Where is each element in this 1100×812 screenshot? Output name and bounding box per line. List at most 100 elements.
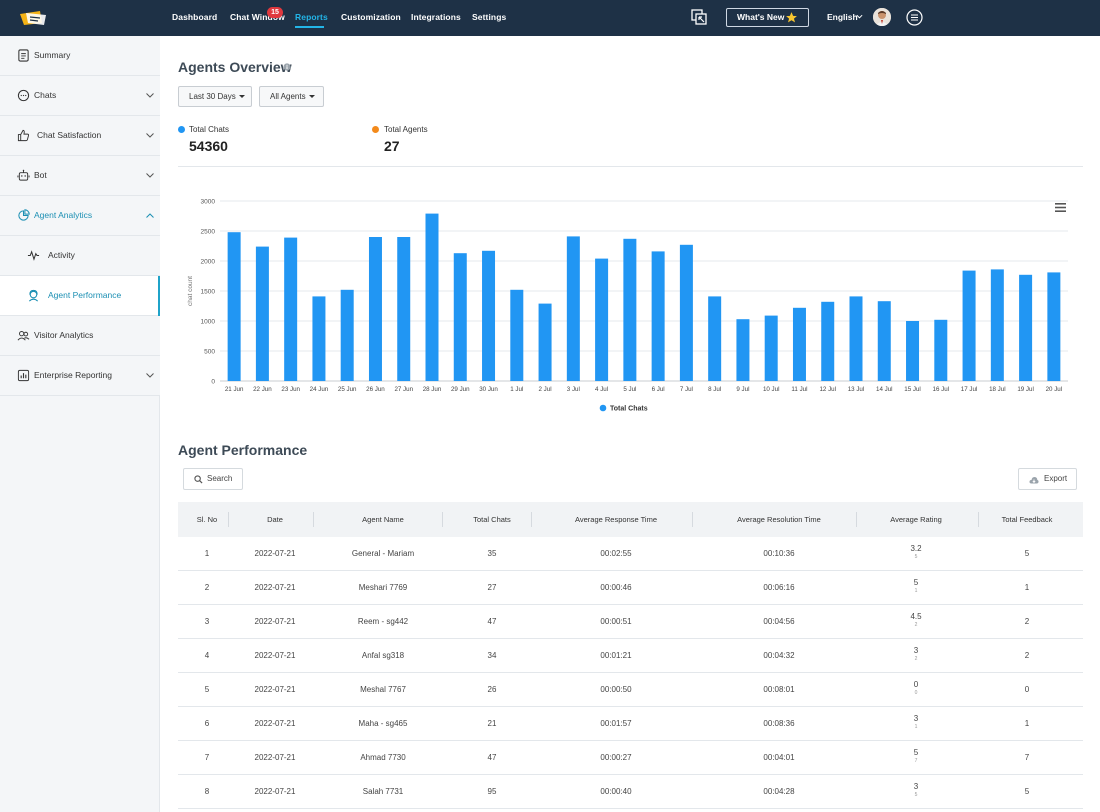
table-row[interactable]: 3 2022-07-21 Reem - sg442 47 00:00:51 00:04:5… <box>178 605 1083 639</box>
thumbs-up-icon <box>17 129 30 142</box>
cell-no: 3 <box>204 617 210 626</box>
search-button[interactable]: Search <box>183 468 243 490</box>
bar <box>849 296 863 381</box>
chevron-up-icon[interactable] <box>146 213 154 218</box>
total-chats-label: Total Chats <box>189 125 230 134</box>
cell-chats: 35 <box>487 549 497 558</box>
table-row[interactable]: 8 2022-07-21 Salah 7731 95 00:00:40 00:04:28 3… <box>178 775 1083 809</box>
cell-resp: 00:00:27 <box>600 753 632 762</box>
export-button[interactable]: Export <box>1018 468 1077 490</box>
column-header[interactable]: Agent Name <box>362 515 404 524</box>
sidebar-item-agent-analytics[interactable]: Agent Analytics <box>0 196 160 236</box>
date-range-dropdown[interactable]: Last 30 Days <box>178 86 252 107</box>
bar <box>538 303 552 381</box>
x-tick-label: 30 Jun <box>479 386 498 393</box>
report-icon <box>17 369 30 382</box>
y-tick-label: 500 <box>204 349 215 356</box>
search-label: Search <box>207 474 233 483</box>
agents-dropdown[interactable]: All Agents <box>259 86 324 107</box>
cell-date: 2022-07-21 <box>254 549 296 558</box>
visitors-icon <box>17 331 30 341</box>
menu-icon[interactable] <box>906 9 923 26</box>
nav-chat-window[interactable]: Chat Window <box>230 12 285 22</box>
table-row[interactable]: 1 2022-07-21 General - Mariam 35 00:02:55 00:… <box>178 537 1083 571</box>
x-tick-label: 14 Jul <box>876 386 893 393</box>
sidebar-item-activity[interactable]: Activity <box>0 236 160 276</box>
column-header[interactable]: Sl. No <box>196 515 218 524</box>
column-header[interactable]: Average Rating <box>890 515 942 524</box>
nav-integrations[interactable]: Integrations <box>411 12 461 22</box>
analytics-icon <box>18 209 30 221</box>
agents-value: All Agents <box>270 92 306 101</box>
column-header[interactable]: Average Response Time <box>575 515 657 524</box>
legend-marker <box>599 404 607 412</box>
sidebar-item-summary[interactable]: Summary <box>0 36 160 76</box>
bar <box>566 236 580 381</box>
bar <box>708 296 722 381</box>
star-icon <box>786 12 797 23</box>
column-header[interactable]: Total Feedback <box>1001 515 1053 524</box>
chat-window-badge: 15 <box>267 7 283 18</box>
table-row[interactable]: 7 2022-07-21 Ahmad 7730 47 00:00:27 00:04:01 5… <box>178 741 1083 775</box>
x-tick-label: 11 Jul <box>791 386 807 393</box>
y-tick-label: 1500 <box>201 289 216 296</box>
x-tick-label: 13 Jul <box>848 386 865 393</box>
nav-reports[interactable]: Reports <box>295 12 328 22</box>
divider <box>178 166 1083 167</box>
cell-feedback: 5 <box>1024 787 1030 796</box>
sidebar-item-label: Chats <box>34 90 57 100</box>
rating-value: 5 <box>913 578 919 587</box>
whats-new-button[interactable]: What's New <box>726 8 809 27</box>
y-tick-label: 3000 <box>201 199 216 206</box>
x-tick-label: 22 Jun <box>253 386 272 393</box>
chevron-down-icon[interactable] <box>856 14 863 19</box>
chevron-down-icon[interactable] <box>146 373 154 378</box>
chart-menu-icon[interactable] <box>1055 203 1066 212</box>
column-header[interactable]: Date <box>267 515 283 524</box>
sidebar-item-label: Chat Satisfaction <box>37 130 102 140</box>
column-header[interactable]: Total Chats <box>473 515 511 524</box>
info-icon[interactable] <box>283 63 291 71</box>
cell-no: 5 <box>204 685 210 694</box>
bar <box>990 269 1004 381</box>
nav-customization[interactable]: Customization <box>341 12 401 22</box>
cell-resp: 00:02:55 <box>600 549 632 558</box>
cell-agent: Meshal 7767 <box>360 685 406 694</box>
sidebar-item-enterprise-reporting[interactable]: Enterprise Reporting <box>0 356 160 396</box>
cell-date: 2022-07-21 <box>254 685 296 694</box>
user-avatar[interactable] <box>873 8 891 26</box>
app-logo-icon[interactable] <box>18 9 48 27</box>
bar <box>962 270 976 381</box>
x-tick-label: 15 Jul <box>904 386 921 393</box>
cell-chats: 34 <box>487 651 497 660</box>
chevron-down-icon[interactable] <box>146 93 154 98</box>
chevron-down-icon[interactable] <box>146 133 154 138</box>
table-row[interactable]: 2 2022-07-21 Meshari 7769 27 00:00:46 00:06:1… <box>178 571 1083 605</box>
chevron-down-icon[interactable] <box>146 173 154 178</box>
cell-resp: 00:00:40 <box>600 787 632 796</box>
x-tick-label: 10 Jul <box>763 386 780 393</box>
cell-feedback: 2 <box>1024 651 1030 660</box>
column-separator <box>692 512 693 527</box>
bar <box>595 258 609 381</box>
sidebar-item-visitor-analytics[interactable]: Visitor Analytics <box>0 316 160 356</box>
sidebar-item-agent-performance[interactable]: Agent Performance <box>0 276 160 316</box>
sidebar-item-chats[interactable]: Chats <box>0 76 160 116</box>
cell-date: 2022-07-21 <box>254 753 296 762</box>
language-selector[interactable]: English <box>827 12 858 22</box>
column-header[interactable]: Average Resolution Time <box>737 515 821 524</box>
sidebar-item-bot[interactable]: Bot <box>0 156 160 196</box>
caret-down-icon <box>308 95 315 99</box>
nav-settings[interactable]: Settings <box>472 12 507 22</box>
sidebar-item-chat-satisfaction[interactable]: Chat Satisfaction <box>0 116 160 156</box>
table-row[interactable]: 6 2022-07-21 Maha - sg465 21 00:01:57 00:08:3… <box>178 707 1083 741</box>
table-row[interactable]: 5 2022-07-21 Meshal 7767 26 00:00:50 00:08:01… <box>178 673 1083 707</box>
column-separator <box>531 512 532 527</box>
top-bar: Dashboard Chat Window 15 Reports Customi… <box>0 0 1100 36</box>
cell-resol: 00:04:28 <box>763 787 795 796</box>
table-row[interactable]: 4 2022-07-21 Anfal sg318 34 00:01:21 00:04:32… <box>178 639 1083 673</box>
window-copy-icon[interactable] <box>690 8 708 26</box>
nav-dashboard[interactable]: Dashboard <box>172 12 218 22</box>
bar <box>934 319 948 381</box>
